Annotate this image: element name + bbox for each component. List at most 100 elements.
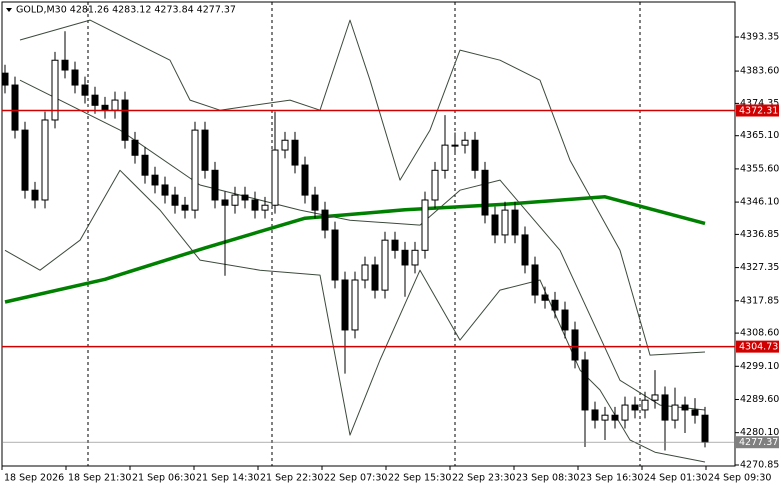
level-label: 4372.31 [739,106,778,117]
candle-body [381,239,389,291]
candle-body [371,264,379,291]
y-tick-label: 4393.35 [740,32,779,43]
candle-body [391,239,399,251]
y-tick-label: 4289.60 [740,394,779,405]
candle-body [261,204,269,211]
x-tick-label: 22 Sep 15:30 [388,473,451,484]
candle-body [321,209,329,231]
candle-body [631,404,639,411]
candle-body [51,59,59,121]
candle-body [501,209,509,236]
candle-body [351,279,359,331]
candle-body [401,249,409,266]
candle-body [251,199,259,211]
candle-body [641,399,649,411]
x-tick-label: 22 Sep 23:30 [452,473,515,484]
y-tick-label: 4299.10 [740,361,779,372]
period-separators [87,2,641,466]
y-tick-label: 4317.85 [740,295,779,306]
candle-body [601,414,609,421]
x-tick-label: 21 Sep 14:30 [196,473,259,484]
bollinger-band [19,19,706,356]
bollinger-band [19,79,706,411]
candle-body [271,149,279,206]
candle-body [681,404,689,411]
level-label-box [736,104,779,117]
candle-body [561,309,569,331]
candle-body [311,194,319,211]
candle-body [481,169,489,216]
level-label-box [736,436,779,449]
candle-body [661,394,669,421]
y-tick-label: 4365.10 [740,130,779,141]
chart-title: GOLD,M30 4281.26 4283.12 4273.84 4277.37 [16,5,236,16]
x-tick-label: 24 Sep 09:30 [708,473,771,484]
x-tick-label: 23 Sep 08:30 [516,473,579,484]
x-tick-label: 22 Sep 07:30 [324,473,387,484]
candle-body [511,209,519,236]
x-tick-label: 23 Sep 16:30 [580,473,643,484]
candle-body [11,84,19,131]
y-tick-label: 4346.10 [740,197,779,208]
candle-body [291,139,299,166]
moving-average [4,195,706,304]
x-tick-label: 21 Sep 06:30 [132,473,195,484]
candle-body [31,189,39,201]
candle-body [431,169,439,201]
candle-body [701,414,709,443]
candle-body [521,234,529,266]
y-tick-label: 4327.35 [740,262,779,273]
candle-body [191,129,199,211]
candle-body [581,359,589,411]
y-tick-label: 4308.60 [740,328,779,339]
candle-body [591,409,599,421]
candle-body [451,144,459,147]
candle-body [201,129,209,171]
candle-body [91,94,99,106]
candle-body [41,119,49,201]
y-tick-label: 4270.85 [740,459,779,470]
candle-body [441,144,449,171]
candle-body [241,194,249,201]
candle-body [491,214,499,236]
level-label: 4304.73 [739,342,778,353]
candles [1,31,709,451]
candle-body [131,139,139,156]
y-tick-label: 4355.60 [740,163,779,174]
candle-body [301,164,309,196]
level-label-box [736,340,779,353]
candle-body [531,264,539,296]
y-tick-label: 4383.60 [740,66,779,77]
candle-body [671,404,679,421]
x-tick-label: 24 Sep 01:30 [644,473,707,484]
x-tick-label: 21 Sep 22:30 [260,473,323,484]
candle-body [611,414,619,421]
candle-body [571,329,579,361]
candle-body [691,409,699,416]
bollinger-band [4,169,706,463]
candle-body [361,264,369,281]
candle-body [141,154,149,176]
y-tick-label: 4280.10 [740,427,779,438]
x-tick-label: 18 Sep 21:30 [68,473,131,484]
candle-body [21,129,29,191]
candle-body [161,184,169,196]
candle-body [181,204,189,211]
candle-body [331,229,339,281]
candle-body [71,69,79,86]
candle-body [341,279,349,331]
candle-body [471,139,479,171]
x-tick-label: 18 Sep 2026 [4,473,64,484]
candle-body [621,404,629,421]
plot-frame [1,1,736,467]
candle-body [421,199,429,251]
candle-body [651,394,659,401]
y-tick-label: 4374.35 [740,98,779,109]
candle-body [281,139,289,151]
candle-body [221,199,229,206]
candle-body [541,294,549,301]
candle-body [461,139,469,146]
y-tick-label: 4336.85 [740,229,779,240]
candle-body [151,174,159,186]
